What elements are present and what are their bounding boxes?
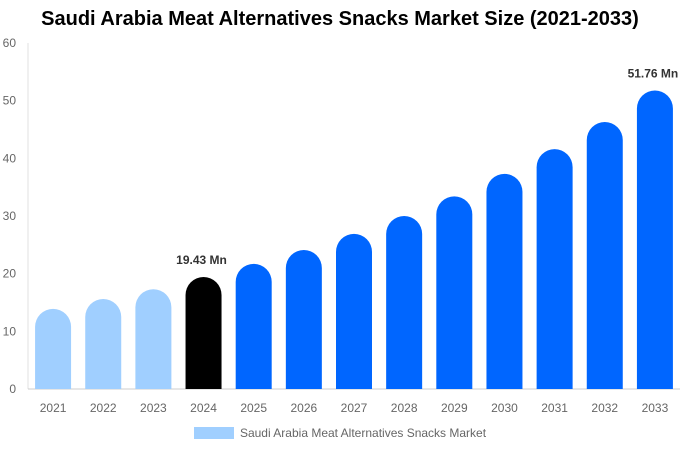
y-tick-label: 50	[3, 94, 17, 108]
x-tick-label: 2025	[240, 401, 267, 415]
data-label: 51.76 Mn	[628, 67, 679, 81]
bar-2021	[35, 308, 72, 389]
legend-swatch	[193, 427, 234, 439]
y-tick-label: 30	[3, 209, 17, 223]
chart-title: Saudi Arabia Meat Alternatives Snacks Ma…	[41, 8, 639, 30]
x-tick-label: 2021	[40, 401, 67, 415]
y-tick-label: 10	[3, 324, 17, 338]
x-tick-label: 2032	[591, 401, 618, 415]
x-tick-label: 2029	[441, 401, 468, 415]
x-tick-label: 2022	[90, 401, 117, 415]
x-tick-label: 2026	[290, 401, 317, 415]
bar-2024	[185, 276, 222, 389]
bar-2032	[586, 122, 623, 389]
x-tick-label: 2033	[642, 401, 669, 415]
bar-2027	[336, 233, 372, 389]
x-tick-label: 2024	[190, 401, 217, 415]
y-tick-label: 0	[9, 382, 16, 396]
x-tick-label: 2030	[491, 401, 518, 415]
bar-2026	[285, 250, 322, 389]
x-tick-label: 2028	[391, 401, 418, 415]
bar-2023	[135, 289, 172, 389]
y-tick-label: 20	[3, 267, 17, 281]
legend: Saudi Arabia Meat Alternatives Snacks Ma…	[0, 426, 680, 440]
bar-2033	[636, 90, 673, 389]
bar-2022	[85, 299, 122, 389]
y-tick-label: 40	[3, 151, 17, 165]
x-tick-label: 2027	[341, 401, 368, 415]
bar-2025	[235, 263, 272, 389]
x-tick-label: 2023	[140, 401, 167, 415]
legend-label: Saudi Arabia Meat Alternatives Snacks Ma…	[239, 426, 487, 440]
bar-2031	[536, 149, 573, 389]
x-tick-label: 2031	[541, 401, 568, 415]
bar-2028	[386, 216, 423, 389]
data-label: 19.43 Mn	[176, 253, 227, 267]
bar-2030	[486, 173, 523, 389]
y-tick-label: 60	[3, 36, 17, 50]
bar-2029	[436, 196, 473, 389]
